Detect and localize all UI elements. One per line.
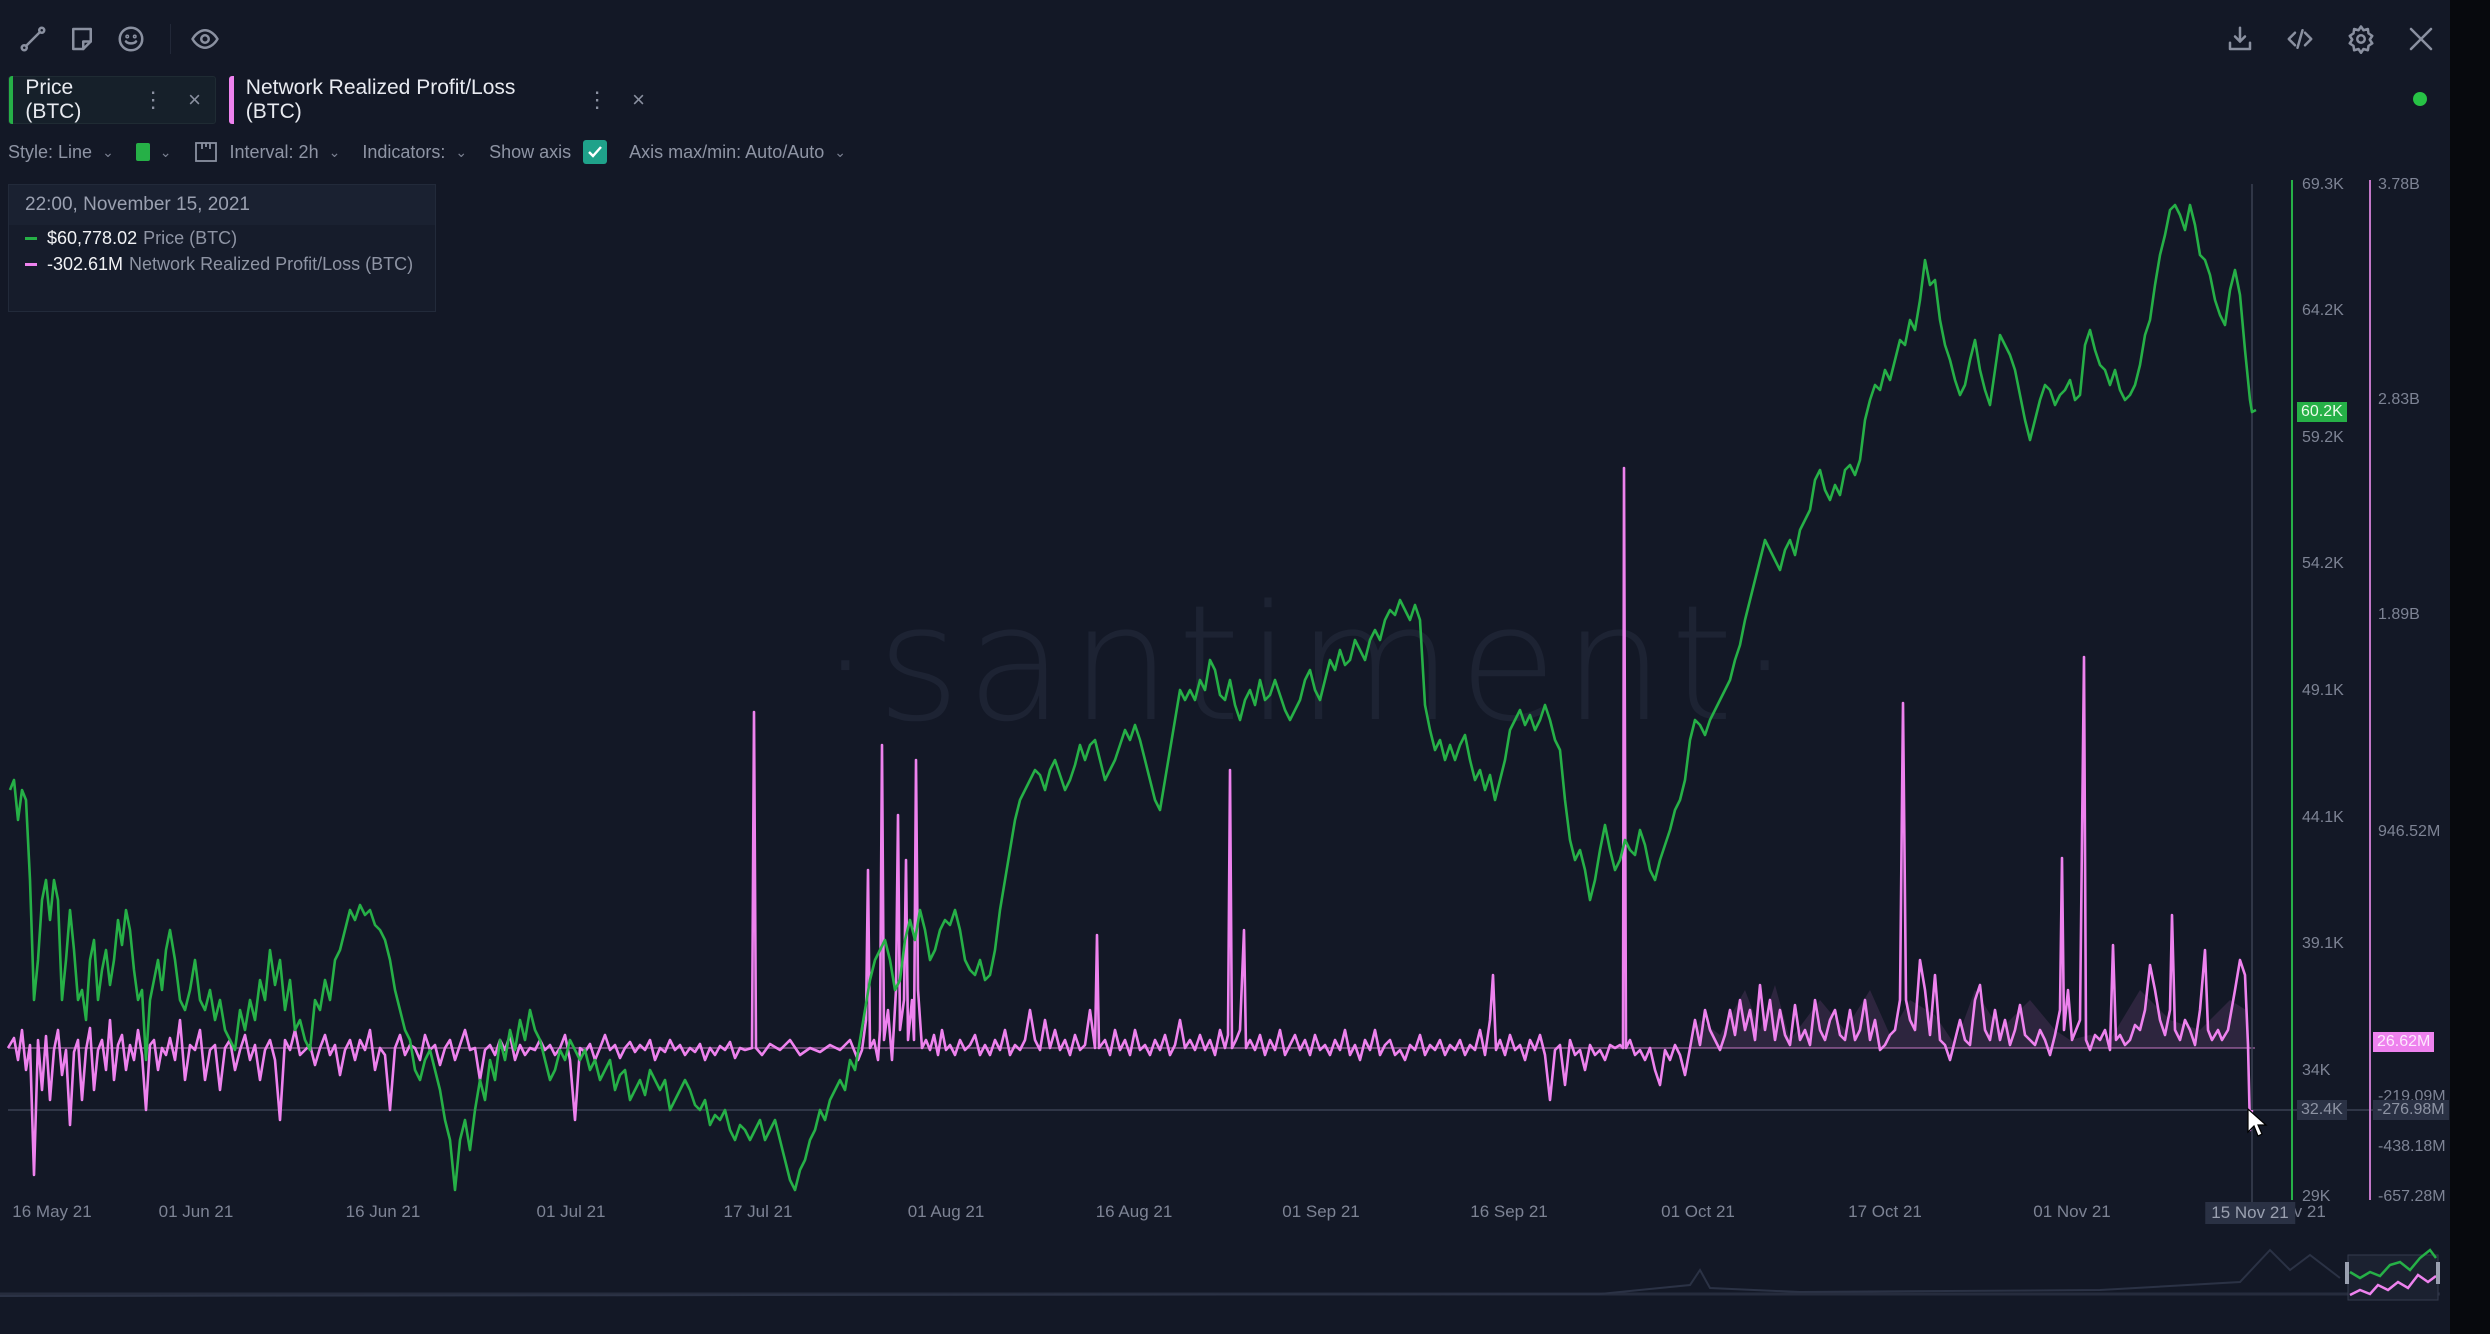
pnl-tick: -438.18M xyxy=(2378,1138,2446,1155)
style-label: Style: Line xyxy=(8,141,93,162)
emoji-icon[interactable] xyxy=(114,22,148,56)
price-tick: 54.2K xyxy=(2302,555,2344,572)
metric-remove-icon[interactable]: × xyxy=(188,87,201,112)
tooltip-series-name: Network Realized Profit/Loss (BTC) xyxy=(129,253,414,274)
price-tick: 59.2K xyxy=(2302,429,2344,446)
close-icon[interactable] xyxy=(2404,22,2438,56)
interval-dropdown[interactable]: Interval: 2h ⌄ xyxy=(194,141,341,163)
chevron-down-icon: ⌄ xyxy=(834,143,846,160)
metric-tab-price[interactable]: Price (BTC) ⋮ × xyxy=(8,76,216,124)
pnl-tick: 946.52M xyxy=(2378,823,2441,840)
metric-color-bar xyxy=(229,76,234,124)
download-icon[interactable] xyxy=(2223,22,2257,56)
color-swatch xyxy=(135,143,150,161)
embed-code-icon[interactable] xyxy=(2283,22,2317,56)
price-series-line xyxy=(8,203,2257,1192)
metric-settings-row: Style: Line ⌄ ⌄ Interval: 2h ⌄ Indicator… xyxy=(8,138,868,166)
metric-menu-icon[interactable]: ⋮ xyxy=(142,87,164,112)
chevron-down-icon: ⌄ xyxy=(159,143,172,160)
x-tick: 01 Oct 21 xyxy=(1661,1202,1735,1221)
tooltip-row-pnl: -302.61M Network Realized Profit/Loss (B… xyxy=(25,251,435,277)
price-tick: 29K xyxy=(2302,1188,2331,1205)
price-tick: 44.1K xyxy=(2302,809,2344,826)
checkmark-icon xyxy=(588,146,603,158)
pnl-tick: 3.78B xyxy=(2378,176,2420,193)
tooltip-value: $60,778.02 xyxy=(47,227,138,248)
price-tick: 34K xyxy=(2302,1062,2331,1079)
pnl-series-line xyxy=(6,466,2254,1177)
settings-gear-icon[interactable] xyxy=(2344,22,2378,56)
metric-menu-icon[interactable]: ⋮ xyxy=(586,87,608,112)
series-color-dash xyxy=(25,262,37,266)
indicators-label: Indicators: xyxy=(362,141,446,162)
x-tick: 01 Aug 21 xyxy=(907,1202,985,1221)
x-tick: 01 Sep 21 xyxy=(1282,1202,1360,1221)
metric-tab-network-realized-pnl[interactable]: Network Realized Profit/Loss (BTC) ⋮ × xyxy=(229,76,659,124)
eye-icon[interactable] xyxy=(188,22,222,56)
metric-label: Network Realized Profit/Loss (BTC) xyxy=(245,76,516,123)
metric-color-bar xyxy=(9,76,14,124)
price-tick: 39.1K xyxy=(2302,935,2344,952)
price-tick: 49.1K xyxy=(2302,682,2344,699)
chevron-down-icon: ⌄ xyxy=(455,143,468,160)
x-tick: 16 Sep 21 xyxy=(1470,1202,1548,1221)
chart-tooltip-legend: 22:00, November 15, 2021 $60,778.02 Pric… xyxy=(8,184,436,312)
axis-maxmin-label: Axis max/min: Auto/Auto xyxy=(629,141,825,162)
style-dropdown[interactable]: Style: Line ⌄ xyxy=(8,142,114,163)
tooltip-row-price: $60,778.02 Price (BTC) xyxy=(25,225,435,251)
pnl-tick: 1.89B xyxy=(2378,606,2420,623)
navigator-right-handle xyxy=(2436,1262,2440,1284)
chart-toolbar xyxy=(0,0,2450,76)
axis-maxmin-dropdown[interactable]: Axis max/min: Auto/Auto ⌄ xyxy=(629,142,846,163)
chevron-down-icon: ⌄ xyxy=(102,143,114,160)
x-tick: 16 Aug 21 xyxy=(1095,1202,1173,1221)
pnl-tick: 2.83B xyxy=(2378,391,2420,408)
price-tick: 64.2K xyxy=(2302,302,2344,319)
navigator-minimap[interactable] xyxy=(0,1248,2440,1301)
live-status-dot xyxy=(2413,92,2427,106)
pnl-area-fill xyxy=(1690,985,2250,1048)
toolbar-separator xyxy=(170,24,171,54)
x-tick: 16 Jun 21 xyxy=(345,1202,421,1221)
x-tick: 17 Jul 21 xyxy=(723,1202,793,1221)
x-tick: 01 Nov 21 xyxy=(2033,1202,2111,1221)
crosshair-pnl-badge: -276.98M xyxy=(2373,1100,2449,1120)
x-tick: 16 May 21 xyxy=(12,1202,92,1221)
indicators-dropdown[interactable]: Indicators: ⌄ xyxy=(362,142,467,163)
navigator-left-handle xyxy=(2345,1262,2349,1284)
line-drawing-icon[interactable] xyxy=(16,22,50,56)
pnl-tick: -657.28M xyxy=(2378,1188,2446,1205)
sticky-note-icon[interactable] xyxy=(65,22,99,56)
window-edge xyxy=(2450,0,2490,1334)
show-axis-toggle[interactable]: Show axis xyxy=(489,140,608,164)
crosshair-price-badge: 32.4K xyxy=(2297,1100,2347,1120)
tooltip-value: -302.61M xyxy=(47,253,124,274)
current-pnl-badge: 26.62M xyxy=(2373,1032,2435,1052)
ruler-icon xyxy=(194,142,217,162)
tooltip-series-name: Price (BTC) xyxy=(143,227,238,248)
metric-label: Price (BTC) xyxy=(25,76,82,123)
x-tick: 01 Jul 21 xyxy=(536,1202,606,1221)
tooltip-timestamp: 22:00, November 15, 2021 xyxy=(9,185,435,225)
crosshair-date-badge: 15 Nov 21 xyxy=(2205,1202,2295,1224)
chevron-down-icon: ⌄ xyxy=(328,143,341,160)
color-picker[interactable]: ⌄ xyxy=(135,143,172,161)
x-tick: 01 Jun 21 xyxy=(158,1202,234,1221)
interval-label: Interval: 2h xyxy=(229,141,319,162)
metric-remove-icon[interactable]: × xyxy=(632,87,645,112)
show-axis-label: Show axis xyxy=(489,141,572,162)
series-color-dash xyxy=(25,236,37,240)
x-tick: 17 Oct 21 xyxy=(1848,1202,1922,1221)
price-tick: 69.3K xyxy=(2302,176,2344,193)
show-axis-checkbox[interactable] xyxy=(583,140,608,164)
current-price-badge: 60.2K xyxy=(2297,402,2347,422)
mouse-cursor-icon xyxy=(2247,1108,2268,1137)
